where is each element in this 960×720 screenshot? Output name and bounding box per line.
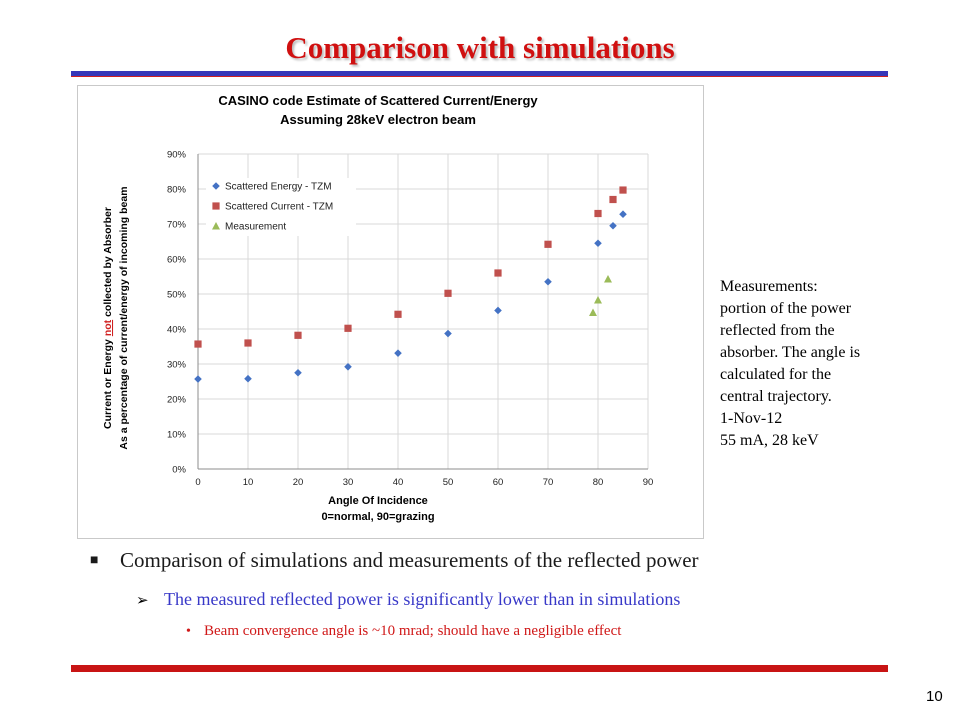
x-tick-label: 10 xyxy=(243,477,254,488)
note-line: 1-Nov-12 xyxy=(720,410,783,427)
note-line: reflected from the xyxy=(720,322,835,339)
data-point xyxy=(604,274,612,283)
data-point xyxy=(344,363,352,371)
data-point xyxy=(544,240,552,248)
data-point xyxy=(194,340,202,348)
y-axis-title-line2: As a percentage of current/energy of inc… xyxy=(118,186,130,449)
legend-entry: Measurement xyxy=(225,222,286,233)
data-point xyxy=(244,374,252,383)
data-point xyxy=(594,239,602,248)
y-tick-label: 50% xyxy=(167,290,187,301)
data-point xyxy=(544,277,552,286)
data-point xyxy=(294,368,302,377)
data-point xyxy=(494,269,502,277)
scatter-chart: CASINO code Estimate of Scattered Curren… xyxy=(102,93,653,523)
data-point xyxy=(294,331,302,339)
y-tick-label: 30% xyxy=(167,360,187,371)
square-bullet-icon: ■ xyxy=(90,553,99,568)
legend: Scattered Energy - TZM Scattered Current … xyxy=(206,178,356,236)
x-axis-title-line2: 0=normal, 90=grazing xyxy=(321,511,434,523)
bottom-rule xyxy=(71,665,888,672)
data-points xyxy=(194,186,627,383)
y-tick-label: 20% xyxy=(167,395,187,406)
bullet-level3-text: Beam convergence angle is ~10 mrad; shou… xyxy=(204,623,622,639)
legend-marker xyxy=(212,182,220,190)
note-line: absorber. The angle is xyxy=(720,344,861,361)
page-number: 10 xyxy=(926,688,943,705)
measurement-note: Measurements: portion of the power refle… xyxy=(720,276,940,452)
y-axis-title-part2: collected by Absorber xyxy=(102,207,114,320)
x-tick-label: 90 xyxy=(643,477,654,488)
legend-box xyxy=(206,178,356,236)
data-point xyxy=(589,308,597,317)
data-point xyxy=(444,329,452,338)
data-point xyxy=(594,295,602,304)
bullet-level1: ■ Comparison of simulations and measureme… xyxy=(90,548,699,573)
x-tick-label: 50 xyxy=(443,477,454,488)
y-axis-title-line1: Current or Energy not collected by Absor… xyxy=(102,207,114,429)
data-point xyxy=(619,210,627,218)
legend-marker xyxy=(212,202,220,210)
y-tick-label: 10% xyxy=(167,430,187,441)
data-point xyxy=(594,209,602,218)
note-line: 55 mA, 28 keV xyxy=(720,432,819,449)
legend-marker xyxy=(212,222,220,230)
note-line: central trajectory. xyxy=(720,388,832,405)
data-point xyxy=(609,195,617,204)
y-tick-label: 0% xyxy=(172,465,186,476)
x-tick-label: 0 xyxy=(195,477,200,488)
data-point xyxy=(394,310,402,318)
y-axis-title-emphasis: not xyxy=(102,319,114,336)
arrow-bullet-icon: ➢ xyxy=(136,593,149,609)
chart-frame: CASINO code Estimate of Scattered Curren… xyxy=(77,85,704,539)
note-line: Measurements: xyxy=(720,278,818,295)
y-axis-title-part1: Current or Energy xyxy=(102,336,114,429)
y-tick-label: 40% xyxy=(167,325,187,336)
legend-entry: Scattered Current - TZM xyxy=(225,202,333,213)
x-tick-label: 40 xyxy=(393,477,404,488)
slide-title: Comparison with simulations xyxy=(285,30,675,65)
y-tick-label: 90% xyxy=(167,150,187,161)
x-axis-title-line1: Angle Of Incidence xyxy=(328,495,428,507)
y-tick-label: 80% xyxy=(167,185,187,196)
chart-title-line1: CASINO code Estimate of Scattered Curren… xyxy=(218,93,538,108)
data-point xyxy=(244,339,252,347)
bullet-level2: ➢ The measured reflected power is signifi… xyxy=(136,589,680,610)
legend-entry: Scattered Energy - TZM xyxy=(225,182,332,193)
data-point xyxy=(444,289,452,297)
x-tick-label: 30 xyxy=(343,477,354,488)
x-tick-label: 70 xyxy=(543,477,554,488)
top-rule xyxy=(71,71,888,76)
x-tick-label: 60 xyxy=(493,477,504,488)
data-point xyxy=(394,349,402,357)
chart-title-line2: Assuming 28keV electron beam xyxy=(280,112,476,127)
y-tick-label: 60% xyxy=(167,255,187,266)
data-point xyxy=(609,221,617,230)
bullet-level2-text: The measured reflected power is signific… xyxy=(164,589,681,609)
note-line: calculated for the xyxy=(720,366,832,383)
top-rule-accent xyxy=(71,76,888,77)
y-tick-label: 70% xyxy=(167,220,187,231)
dot-bullet-icon: • xyxy=(186,624,191,639)
bullet-level1-text: Comparison of simulations and measuremen… xyxy=(120,548,699,572)
data-point xyxy=(194,375,202,383)
x-tick-label: 20 xyxy=(293,477,304,488)
bullet-level3: • Beam convergence angle is ~10 mrad; sho… xyxy=(186,623,621,640)
x-tick-label: 80 xyxy=(593,477,604,488)
note-line: portion of the power xyxy=(720,300,852,317)
axes: 0 10 20 30 40 50 60 70 80 90 0% 10% 20% 30% 40% 50% 60% 7… xyxy=(167,150,653,489)
data-point xyxy=(619,186,627,194)
data-point xyxy=(344,324,352,332)
data-point xyxy=(494,306,502,315)
